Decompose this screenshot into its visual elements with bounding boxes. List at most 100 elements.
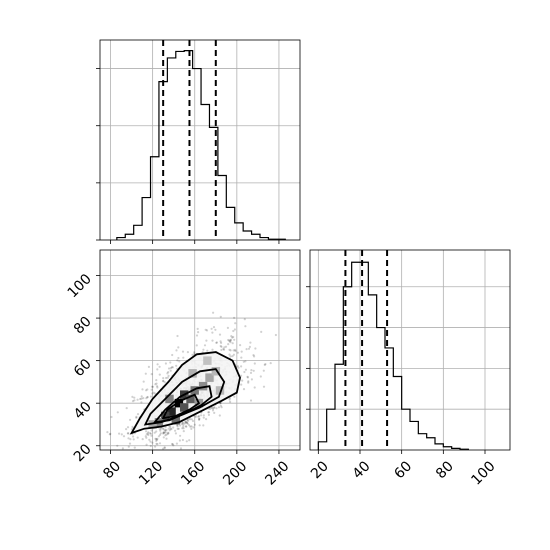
sample-point <box>176 427 179 430</box>
sample-point <box>246 376 249 379</box>
sample-point <box>233 316 236 319</box>
sample-point <box>181 421 184 424</box>
sample-point <box>122 435 126 438</box>
sample-point <box>172 426 175 429</box>
sample-point <box>163 381 166 384</box>
sample-point <box>213 406 216 409</box>
sample-point <box>213 411 216 414</box>
sample-point <box>163 446 166 449</box>
sample-point <box>158 373 161 376</box>
sample-point <box>200 414 203 417</box>
sample-point <box>228 339 231 342</box>
sample-point <box>232 349 235 352</box>
sample-point <box>217 406 221 409</box>
density-cell-17 <box>188 369 197 378</box>
sample-point <box>243 318 246 321</box>
sample-point <box>176 425 179 428</box>
sample-point <box>154 383 157 386</box>
sample-point <box>202 348 205 351</box>
sample-point <box>229 349 232 352</box>
sample-point <box>182 356 185 359</box>
sample-point <box>184 421 187 424</box>
sample-point <box>175 364 178 367</box>
sample-point <box>231 336 234 339</box>
sample-point <box>149 395 153 398</box>
sample-point <box>229 341 232 344</box>
sample-point <box>219 315 222 318</box>
density-xtick-label-2: 160 <box>178 458 208 488</box>
sample-point <box>181 350 185 353</box>
sample-point <box>171 442 174 446</box>
density-cell-4 <box>186 394 195 404</box>
sample-point <box>133 399 136 402</box>
sample-point <box>232 329 235 333</box>
sample-point <box>245 348 248 351</box>
sample-point <box>252 354 255 357</box>
sample-point <box>171 366 174 369</box>
sample-point <box>146 396 149 399</box>
sample-point <box>132 438 135 441</box>
sample-point <box>144 372 147 375</box>
sample-point <box>167 367 171 370</box>
sample-point <box>220 341 223 344</box>
sample-point <box>126 426 130 429</box>
sample-point <box>120 433 123 436</box>
sample-point <box>156 443 159 446</box>
sample-point <box>154 437 157 440</box>
sample-point <box>274 333 277 337</box>
sample-point <box>236 365 239 368</box>
sample-point <box>191 419 195 423</box>
sample-point <box>247 380 250 383</box>
sample-point <box>192 426 195 429</box>
sample-point <box>190 427 193 430</box>
sample-point <box>195 334 199 337</box>
sample-point <box>262 385 266 388</box>
sample-point <box>236 351 239 354</box>
sample-point <box>190 425 193 428</box>
sample-point <box>167 371 170 374</box>
sample-point <box>229 339 232 342</box>
sample-point <box>154 445 157 448</box>
sample-point <box>150 434 153 437</box>
sample-point <box>243 370 246 374</box>
sample-point <box>165 376 168 380</box>
sample-point <box>206 349 209 352</box>
sample-point <box>205 418 208 421</box>
sample-point <box>146 388 149 391</box>
sample-point <box>231 342 234 345</box>
sample-point <box>240 365 243 368</box>
sample-point <box>233 395 236 398</box>
sample-point <box>133 396 136 399</box>
sample-point <box>214 328 217 331</box>
density-cell-6 <box>171 416 180 425</box>
density-cell-5 <box>190 386 199 395</box>
sample-point <box>176 334 179 338</box>
sample-point <box>188 439 191 442</box>
sample-point <box>198 417 201 421</box>
right-hist-xtick-label-1: 40 <box>350 458 374 482</box>
sample-point <box>219 404 222 407</box>
sample-point <box>186 351 189 354</box>
sample-point <box>168 425 171 428</box>
sample-point <box>118 432 121 435</box>
density-xtick-label-4: 240 <box>262 458 292 488</box>
sample-point <box>242 360 245 363</box>
sample-point <box>247 381 250 384</box>
sample-point <box>162 379 165 382</box>
sample-point <box>211 331 214 334</box>
sample-point <box>121 447 124 450</box>
sample-point <box>158 442 162 445</box>
sample-point <box>212 311 215 314</box>
sample-point <box>207 411 211 414</box>
sample-point <box>116 411 119 414</box>
sample-point <box>229 338 232 341</box>
sample-point <box>184 425 187 428</box>
sample-point <box>155 382 158 385</box>
sample-point <box>198 424 201 427</box>
sample-point <box>131 395 134 398</box>
sample-point <box>140 397 143 400</box>
sample-point <box>129 418 132 421</box>
right-hist-frame <box>309 249 511 451</box>
sample-point <box>127 445 130 448</box>
sample-point <box>205 339 208 342</box>
